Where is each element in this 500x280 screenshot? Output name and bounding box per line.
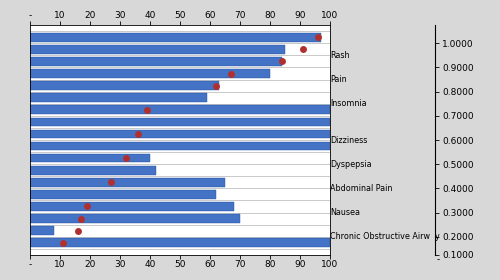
Bar [30, 190, 216, 199]
Text: Nausea: Nausea [330, 208, 360, 217]
Text: -: - [436, 255, 440, 264]
Bar [30, 93, 207, 102]
Bar [30, 202, 234, 211]
Bar [30, 130, 330, 138]
Bar [30, 33, 321, 42]
Text: Insomnia: Insomnia [330, 99, 366, 108]
Text: Dizziness: Dizziness [330, 136, 368, 144]
Text: Pain: Pain [330, 75, 346, 84]
Text: Rash: Rash [330, 51, 349, 60]
Bar [30, 226, 54, 235]
Bar [30, 57, 282, 66]
Bar [30, 238, 330, 247]
Text: Dyspepsia: Dyspepsia [330, 160, 372, 169]
Bar [30, 166, 156, 174]
Bar [30, 178, 225, 187]
Bar [30, 81, 219, 90]
Bar [30, 142, 330, 150]
Bar [30, 154, 150, 162]
Bar [30, 69, 270, 78]
Bar [30, 106, 330, 114]
Bar [30, 45, 285, 54]
Bar [30, 214, 240, 223]
Text: Abdominal Pain: Abdominal Pain [330, 184, 392, 193]
Text: Chronic Obstructive Airway: Chronic Obstructive Airway [330, 232, 440, 241]
Bar [30, 118, 330, 126]
